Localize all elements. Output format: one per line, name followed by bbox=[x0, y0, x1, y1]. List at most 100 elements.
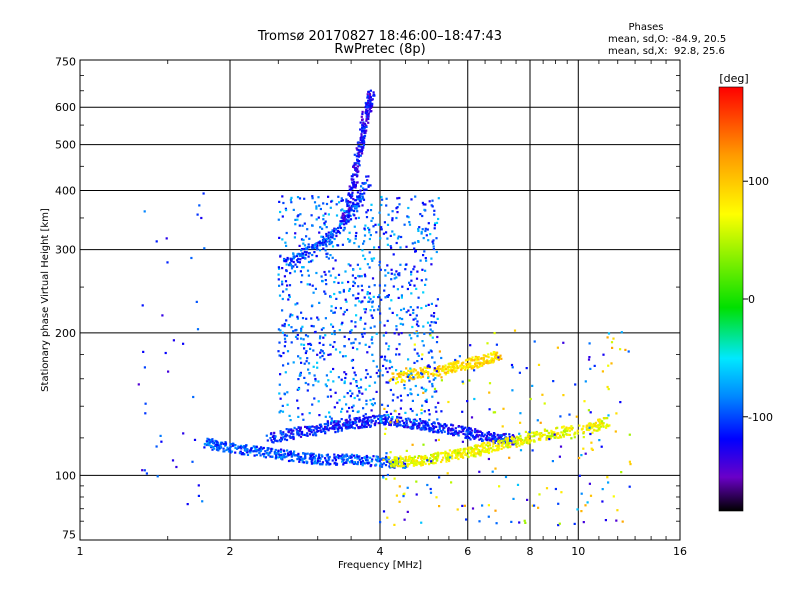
echo-point bbox=[246, 453, 250, 456]
echo-point bbox=[312, 433, 315, 436]
phase-stats-o: mean, sd,O: -84.9, 20.5 bbox=[608, 34, 726, 45]
echo-point bbox=[511, 436, 514, 439]
echo-point bbox=[384, 419, 388, 422]
echo-point bbox=[457, 452, 460, 455]
echo-point bbox=[296, 431, 300, 434]
echo-point bbox=[362, 197, 365, 200]
echo-point bbox=[582, 431, 585, 434]
echo-point bbox=[417, 354, 420, 357]
echo-point bbox=[318, 463, 322, 466]
echo-point bbox=[434, 456, 437, 459]
echo-point bbox=[497, 444, 500, 447]
echo-point bbox=[302, 418, 305, 421]
echo-point bbox=[479, 445, 482, 448]
echo-point bbox=[436, 418, 439, 421]
echo-point bbox=[425, 400, 428, 403]
echo-point bbox=[278, 200, 281, 203]
echo-point bbox=[259, 449, 262, 453]
echo-point bbox=[558, 455, 561, 458]
echo-point bbox=[524, 430, 527, 433]
echo-point bbox=[307, 243, 310, 246]
echo-point bbox=[587, 428, 590, 431]
echo-point bbox=[389, 421, 392, 424]
echo-point bbox=[562, 431, 565, 435]
echo-point bbox=[536, 419, 539, 422]
echo-point bbox=[281, 195, 284, 198]
echo-point bbox=[438, 505, 441, 508]
echo-point bbox=[285, 258, 288, 261]
echo-point bbox=[474, 436, 477, 439]
echo-point bbox=[374, 223, 377, 226]
echo-point bbox=[320, 349, 323, 352]
echo-point bbox=[302, 238, 305, 242]
echo-point bbox=[469, 344, 472, 347]
echo-point bbox=[408, 376, 411, 379]
echo-point bbox=[288, 264, 291, 267]
echo-point bbox=[167, 370, 170, 373]
echo-point bbox=[359, 419, 362, 422]
echo-point bbox=[361, 141, 364, 144]
echo-point bbox=[602, 422, 605, 425]
echo-point bbox=[354, 325, 357, 328]
echo-point bbox=[372, 397, 375, 401]
echo-point bbox=[404, 457, 407, 460]
echo-point bbox=[328, 411, 331, 414]
echo-point bbox=[365, 113, 368, 116]
echo-point bbox=[389, 245, 392, 248]
echo-point bbox=[511, 389, 514, 392]
echo-point bbox=[392, 376, 395, 379]
echo-point bbox=[401, 323, 405, 326]
echo-point bbox=[427, 351, 430, 354]
echo-point bbox=[346, 454, 349, 457]
echo-point bbox=[318, 414, 321, 417]
echo-point bbox=[304, 381, 307, 385]
echo-point bbox=[295, 428, 298, 431]
echo-point bbox=[383, 358, 386, 361]
echo-point bbox=[341, 453, 344, 456]
echo-point bbox=[322, 214, 325, 217]
echo-point bbox=[378, 305, 381, 308]
echo-point bbox=[374, 458, 378, 461]
echo-point bbox=[338, 201, 341, 204]
echo-point bbox=[433, 213, 436, 216]
echo-point bbox=[142, 350, 145, 353]
echo-point bbox=[351, 187, 354, 190]
echo-point bbox=[317, 429, 320, 433]
echo-point bbox=[311, 453, 314, 456]
echo-point bbox=[201, 500, 204, 503]
echo-point bbox=[357, 216, 360, 219]
echo-point bbox=[325, 226, 328, 229]
echo-point bbox=[412, 419, 415, 422]
echo-point bbox=[321, 243, 324, 246]
echo-point bbox=[330, 323, 333, 326]
echo-point bbox=[353, 214, 356, 217]
echo-point bbox=[584, 452, 587, 455]
echo-point bbox=[461, 440, 464, 443]
echo-point bbox=[344, 376, 347, 380]
echo-point bbox=[601, 420, 604, 423]
echo-point bbox=[436, 317, 439, 320]
echo-point bbox=[519, 434, 522, 438]
echo-point bbox=[288, 451, 291, 454]
echo-point bbox=[398, 196, 401, 200]
echo-point bbox=[437, 431, 440, 434]
echo-point bbox=[356, 198, 359, 201]
echo-point bbox=[351, 406, 354, 409]
echo-point bbox=[537, 506, 540, 509]
echo-point bbox=[499, 354, 502, 357]
echo-point bbox=[311, 458, 314, 461]
echo-point bbox=[350, 320, 353, 323]
echo-point bbox=[285, 334, 289, 337]
echo-point bbox=[216, 443, 219, 446]
echo-point bbox=[446, 472, 449, 475]
echo-point bbox=[428, 430, 431, 433]
echo-point bbox=[277, 218, 280, 221]
echo-point bbox=[409, 370, 412, 373]
echo-point bbox=[525, 441, 528, 444]
echo-point bbox=[468, 379, 471, 382]
echo-point bbox=[379, 462, 382, 465]
echo-point bbox=[301, 317, 305, 320]
echo-point bbox=[339, 222, 342, 225]
echo-point bbox=[354, 338, 357, 341]
echo-point bbox=[424, 457, 427, 460]
